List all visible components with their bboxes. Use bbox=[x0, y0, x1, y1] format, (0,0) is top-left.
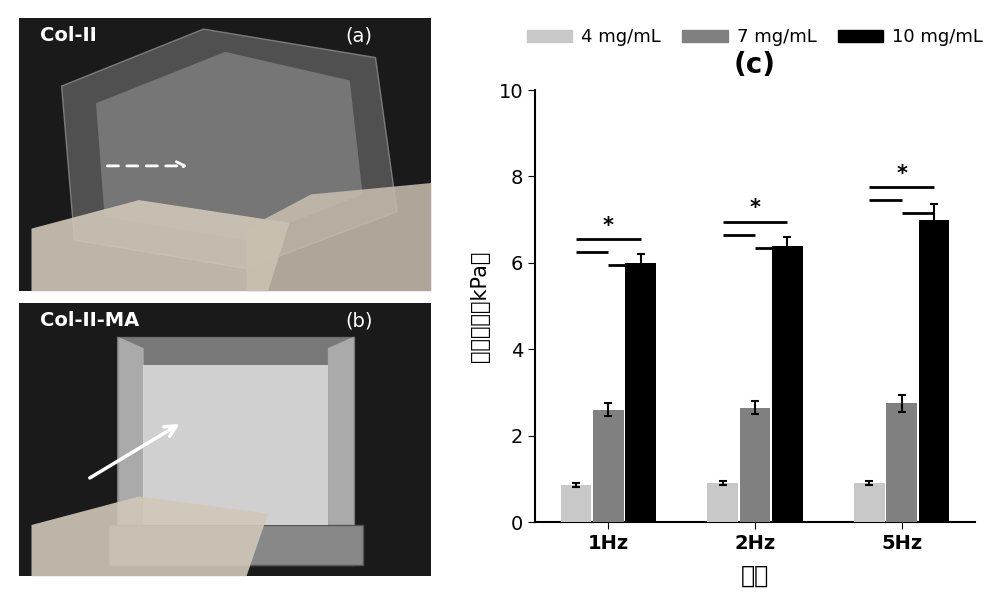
Y-axis label: 储能模量（kPa）: 储能模量（kPa） bbox=[470, 250, 490, 362]
Polygon shape bbox=[118, 337, 354, 565]
Text: *: * bbox=[896, 164, 907, 184]
Bar bbox=[919, 220, 949, 522]
Text: (a): (a) bbox=[345, 26, 372, 45]
Polygon shape bbox=[143, 365, 328, 525]
Polygon shape bbox=[109, 525, 363, 565]
Polygon shape bbox=[118, 337, 143, 565]
Text: (b): (b) bbox=[345, 311, 373, 330]
Bar bbox=[886, 403, 917, 522]
Bar bbox=[772, 245, 803, 522]
Bar bbox=[740, 407, 770, 522]
Bar bbox=[625, 263, 656, 522]
Text: *: * bbox=[603, 215, 614, 236]
Text: *: * bbox=[750, 199, 761, 218]
Polygon shape bbox=[62, 29, 397, 269]
Polygon shape bbox=[328, 337, 354, 565]
Bar bbox=[707, 483, 738, 522]
Bar bbox=[593, 410, 624, 522]
FancyBboxPatch shape bbox=[19, 302, 431, 576]
FancyBboxPatch shape bbox=[19, 17, 431, 291]
Text: Col-II: Col-II bbox=[40, 26, 97, 45]
Text: Col-II-MA: Col-II-MA bbox=[40, 311, 139, 330]
Polygon shape bbox=[32, 200, 290, 291]
Polygon shape bbox=[247, 183, 431, 291]
Polygon shape bbox=[96, 52, 363, 240]
Legend: 4 mg/mL, 7 mg/mL, 10 mg/mL: 4 mg/mL, 7 mg/mL, 10 mg/mL bbox=[520, 21, 990, 54]
Bar bbox=[561, 485, 591, 522]
Polygon shape bbox=[32, 497, 268, 576]
Bar bbox=[854, 483, 885, 522]
Title: (c): (c) bbox=[734, 52, 776, 79]
X-axis label: 频率: 频率 bbox=[741, 564, 769, 588]
